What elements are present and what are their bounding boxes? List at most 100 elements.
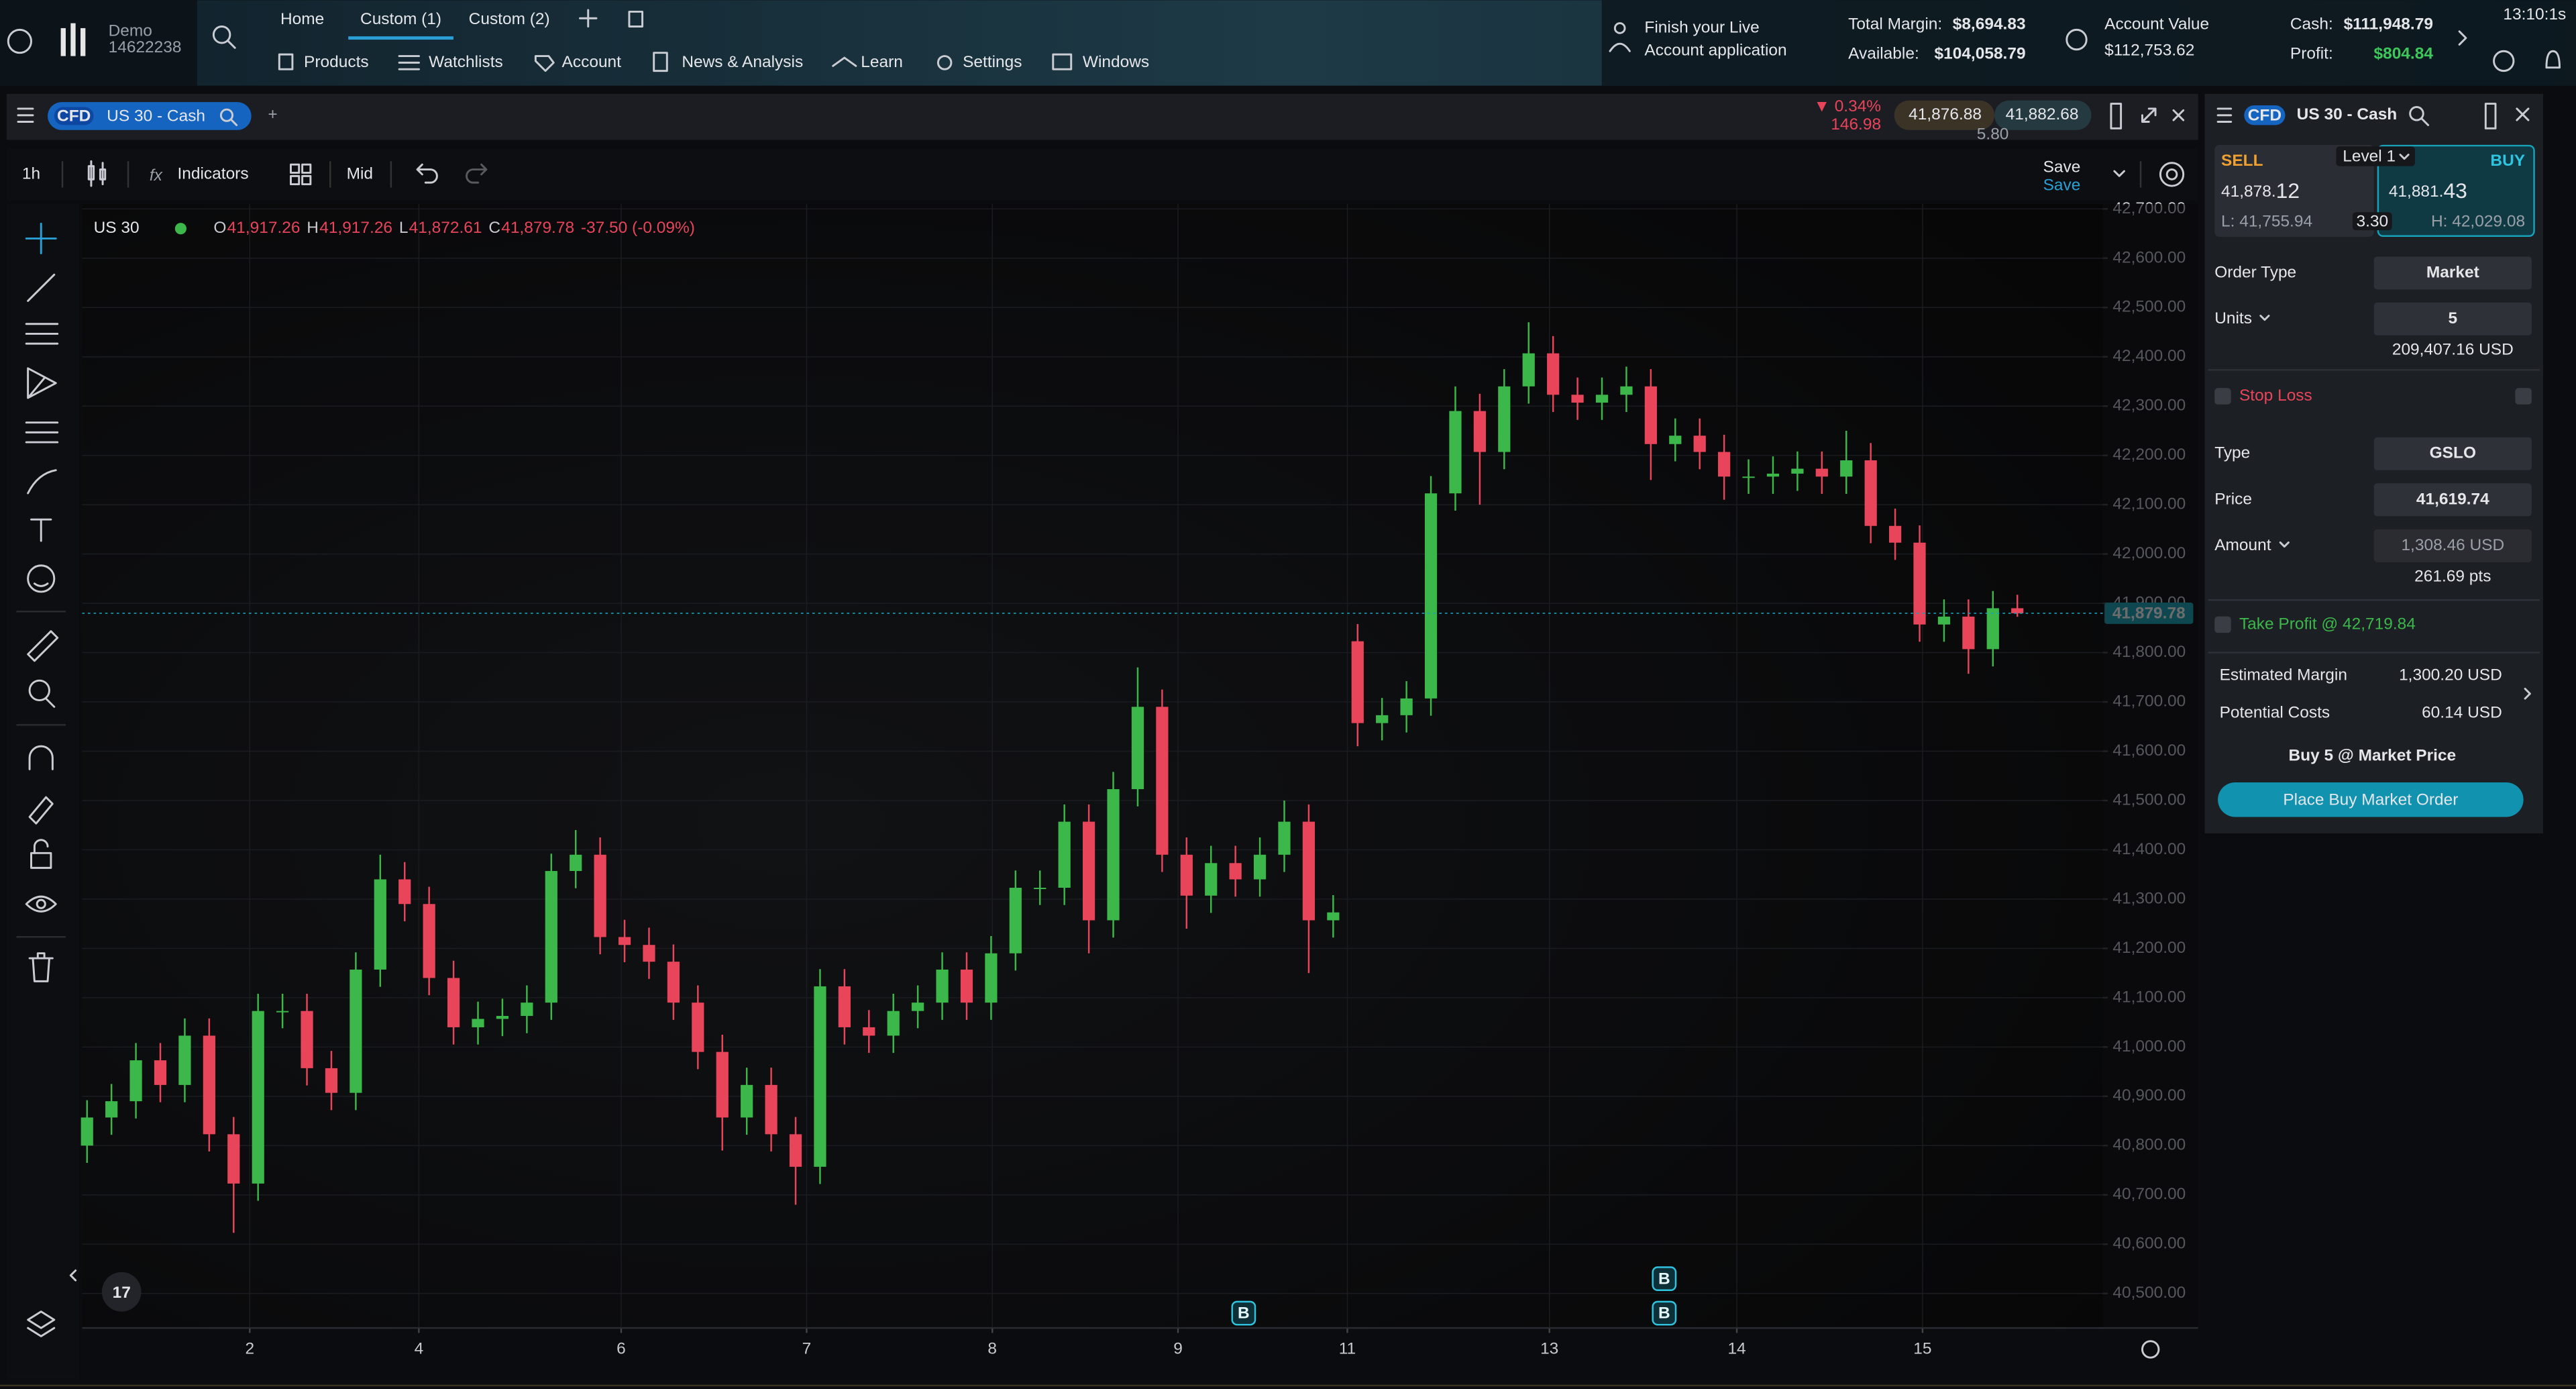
expand-icon[interactable] [2141, 107, 2157, 123]
candle-body [838, 986, 851, 1027]
nav-left [0, 0, 197, 86]
sell-box[interactable] [2214, 144, 2374, 237]
trade-marker[interactable] [1652, 1266, 1677, 1291]
field-label[interactable]: Amount [2214, 536, 2271, 554]
layers-tool[interactable] [27, 1310, 56, 1337]
nav-tab[interactable]: Home [280, 10, 324, 28]
templates-icon[interactable] [290, 163, 312, 186]
interval[interactable]: 1h [22, 164, 40, 183]
zoom-tool[interactable] [28, 679, 56, 708]
lock-drawing-tool[interactable] [28, 796, 54, 825]
redo[interactable] [466, 163, 488, 184]
indicators[interactable]: Indicators [177, 164, 248, 183]
search-icon[interactable] [212, 25, 236, 49]
brush-tool[interactable] [27, 469, 57, 495]
order-type[interactable]: Market [2426, 263, 2479, 281]
menu-item[interactable]: Windows [1083, 53, 1149, 71]
place-order-button[interactable] [2218, 782, 2524, 817]
clock: 13:10:1s [2503, 5, 2566, 23]
info-icon[interactable] [2065, 28, 2088, 51]
candle-body [80, 1117, 93, 1146]
trade-marker[interactable] [1231, 1300, 1256, 1326]
nav-tab-active[interactable]: Custom (1) [360, 10, 441, 28]
level-select[interactable] [2336, 146, 2415, 166]
add-tab[interactable] [579, 9, 598, 28]
close-icon[interactable] [2172, 109, 2185, 121]
axis-settings[interactable] [2141, 1340, 2160, 1359]
promo-text[interactable]: Account application [1644, 42, 1786, 60]
menu-icon[interactable] [2216, 107, 2233, 123]
trend-line-tool[interactable] [27, 273, 56, 302]
details-chevron[interactable] [2524, 687, 2531, 700]
crosshair-tool[interactable] [25, 222, 57, 254]
collapse-tools[interactable] [69, 1269, 77, 1282]
units-notional: 209,407.16 USD [2392, 340, 2514, 358]
layout-icon[interactable] [2110, 103, 2123, 130]
emoji-tool[interactable] [27, 564, 56, 593]
magnet-tool[interactable] [28, 745, 54, 770]
ruler-tool[interactable] [27, 630, 59, 662]
search-icon[interactable] [219, 108, 238, 126]
buy-price[interactable]: 41,882.68 [2006, 105, 2079, 123]
chart-type-icon[interactable] [87, 160, 107, 187]
buy-decimals: 43 [2443, 178, 2467, 203]
trade-marker[interactable] [1652, 1300, 1677, 1326]
close-icon[interactable] [2516, 107, 2530, 121]
nav-tab[interactable]: Custom (2) [469, 10, 550, 28]
input-box[interactable] [2373, 437, 2532, 470]
input-box[interactable] [2373, 256, 2532, 290]
pattern-tool[interactable] [27, 367, 57, 399]
lock-tool[interactable] [30, 839, 52, 869]
input-box[interactable] [2373, 302, 2532, 336]
menu-item[interactable]: Learn [861, 53, 903, 71]
search-icon[interactable] [2409, 106, 2430, 126]
projection-tool[interactable] [25, 421, 59, 444]
field-label[interactable]: Units [2214, 309, 2252, 327]
save[interactable]: Save [2043, 158, 2081, 176]
price-type[interactable]: Mid [347, 164, 373, 183]
edit-tab[interactable] [628, 10, 644, 28]
expand-icon[interactable] [2214, 616, 2231, 633]
expand-icon[interactable] [2458, 30, 2467, 46]
sl-amount[interactable]: 1,308.46 USD [2401, 536, 2504, 554]
bell-icon[interactable] [2545, 50, 2561, 69]
fib-tool[interactable] [25, 323, 59, 345]
sell-price[interactable]: 41,876.88 [1909, 105, 1982, 123]
promo-text[interactable]: Finish your Live [1644, 18, 1759, 36]
menu-item[interactable]: Settings [963, 53, 1022, 71]
layout-icon[interactable] [2484, 103, 2497, 130]
instrument-pill[interactable] [48, 102, 252, 130]
settings-icon[interactable] [2159, 162, 2185, 187]
remove-stop[interactable] [2515, 388, 2532, 405]
buy-box[interactable] [2377, 144, 2535, 237]
menu-item[interactable]: News & Analysis [682, 53, 803, 71]
add-button[interactable]: + [268, 105, 277, 123]
menu-item[interactable]: Account [562, 53, 622, 71]
menu-item[interactable]: Products [304, 53, 369, 71]
level[interactable]: Level 1 [2343, 148, 2396, 166]
input-box[interactable] [2373, 529, 2532, 562]
user-icon[interactable] [7, 28, 32, 54]
tradingview-logo[interactable] [101, 1272, 142, 1312]
buy-price[interactable]: 41,881.43 [2389, 178, 2467, 203]
sell-pill[interactable] [1894, 100, 1995, 130]
input-box[interactable] [2373, 483, 2532, 517]
save-menu[interactable] [2113, 170, 2125, 177]
button-label[interactable]: Place Buy Market Order [2283, 790, 2458, 809]
buy-pill[interactable] [1994, 100, 2092, 130]
delete-tool[interactable] [28, 952, 54, 982]
sell-price[interactable]: 41,878.12 [2221, 178, 2300, 203]
info-icon[interactable] [2493, 50, 2515, 72]
hide-tool[interactable] [25, 895, 57, 913]
units[interactable]: 5 [2449, 309, 2458, 327]
text-tool[interactable] [30, 518, 52, 542]
menu-icon[interactable] [17, 107, 34, 123]
candle-body [398, 879, 411, 905]
label: Account Value [2104, 15, 2209, 34]
sl-price[interactable]: 41,619.74 [2416, 490, 2489, 508]
menu-item[interactable]: Watchlists [429, 53, 503, 71]
collapse-icon[interactable] [2214, 388, 2231, 405]
take-profit[interactable]: Take Profit @ 42,719.84 [2239, 615, 2416, 633]
sl-type[interactable]: GSLO [2430, 444, 2476, 462]
undo[interactable] [416, 163, 438, 184]
